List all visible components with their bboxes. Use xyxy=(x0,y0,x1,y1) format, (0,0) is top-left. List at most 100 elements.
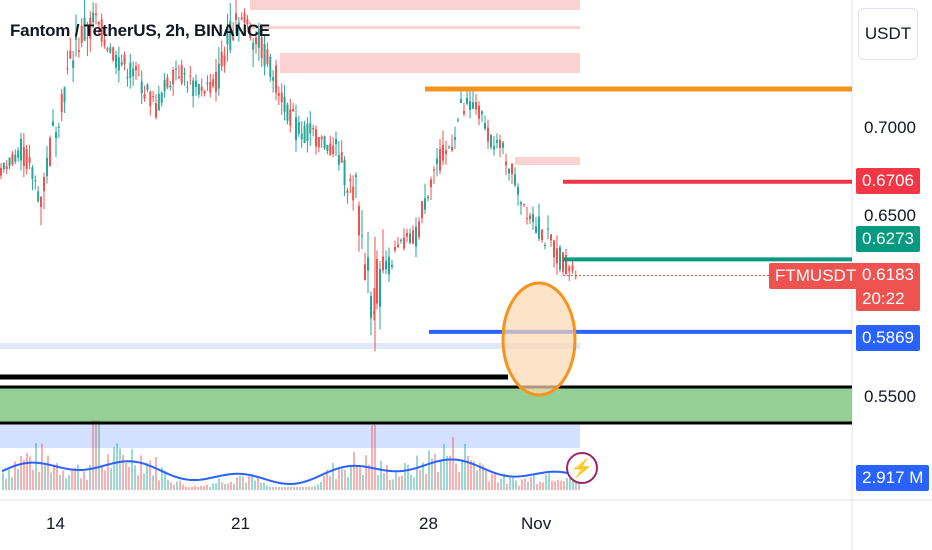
volume-bar xyxy=(494,472,496,490)
candle-body xyxy=(69,50,72,59)
candle-body xyxy=(272,77,275,81)
time-tick: 14 xyxy=(46,514,65,533)
volume-bar xyxy=(107,454,109,490)
candle-body xyxy=(0,167,2,176)
volume-bar xyxy=(389,480,391,490)
candle-body xyxy=(340,152,343,163)
volume-bar xyxy=(47,455,49,490)
chart-title: Fantom / TetherUS, 2h, BINANCE xyxy=(10,21,271,40)
candle-body xyxy=(335,138,337,145)
volume-bar xyxy=(380,460,382,490)
volume-bar xyxy=(443,444,445,490)
candle-body xyxy=(469,101,471,110)
candle-body xyxy=(206,82,209,84)
candle-body xyxy=(550,234,552,241)
volume-bar xyxy=(266,485,268,490)
volume-bar xyxy=(575,480,577,490)
candle-body xyxy=(37,191,40,202)
volume-bar xyxy=(536,483,538,490)
volume-bar xyxy=(413,477,415,490)
candle-body xyxy=(209,82,212,93)
volume-bar xyxy=(425,473,427,490)
volume-bar xyxy=(359,467,361,490)
volume-bar xyxy=(302,487,304,490)
candle-body xyxy=(463,110,465,114)
volume-bar xyxy=(20,455,22,490)
candle-body xyxy=(240,17,243,20)
volume-bar xyxy=(482,464,484,490)
candle-body xyxy=(436,158,438,164)
candle-body xyxy=(163,79,166,92)
candle-body xyxy=(132,68,135,77)
currency-button[interactable]: USDT xyxy=(858,8,918,60)
volume-bar xyxy=(233,483,235,490)
candle-body xyxy=(547,228,549,230)
volume-bar xyxy=(14,461,16,490)
volume-bar xyxy=(113,447,115,490)
volume-bar xyxy=(323,476,325,490)
candle-body xyxy=(186,87,189,89)
candle-body xyxy=(315,129,317,147)
volume-bar xyxy=(221,482,223,490)
candle-body xyxy=(72,60,75,68)
candle-body xyxy=(31,167,34,179)
candle-body xyxy=(329,143,332,156)
volume-bar xyxy=(566,477,568,490)
volume-bar xyxy=(485,469,487,490)
candle-body xyxy=(317,136,320,148)
light-blue-band xyxy=(0,343,580,349)
volume-bar xyxy=(152,475,154,490)
candle-body xyxy=(55,131,57,139)
volume-bar xyxy=(569,476,571,490)
candle-body xyxy=(457,119,459,121)
candle-body xyxy=(343,159,346,186)
volume-bar xyxy=(119,448,121,490)
green-demand-zone xyxy=(0,388,852,422)
candle-body xyxy=(349,179,352,181)
symbol-label: FTMUSDT xyxy=(769,263,863,289)
volume-bar xyxy=(230,481,232,490)
volume-bar xyxy=(365,455,367,490)
volume-bar xyxy=(215,483,217,490)
volume-bar xyxy=(128,466,130,490)
candle-body xyxy=(430,179,432,188)
volume-bar xyxy=(296,487,298,490)
green-line-price-label: 0.6273 xyxy=(856,226,920,252)
volume-bar xyxy=(374,425,376,490)
volume-bar xyxy=(392,479,394,490)
candle-body xyxy=(157,93,160,111)
candle-body xyxy=(289,109,292,126)
volume-bar xyxy=(467,455,469,490)
volume-bar xyxy=(179,480,181,490)
candle-body xyxy=(499,140,501,148)
candle-body xyxy=(562,252,564,272)
volume-bar xyxy=(455,463,457,490)
candle-body xyxy=(538,216,540,239)
volume-bar xyxy=(287,487,289,490)
volume-bar xyxy=(146,462,148,490)
candle-body xyxy=(412,230,414,244)
highlight-ellipse xyxy=(501,281,577,397)
volume-bar xyxy=(89,464,91,490)
volume-bar xyxy=(500,478,502,490)
candle-body xyxy=(323,136,326,149)
volume-bar xyxy=(143,473,145,490)
candle-body xyxy=(177,76,180,79)
candle-body xyxy=(283,96,286,112)
candle-body xyxy=(143,94,146,99)
candle-body xyxy=(403,237,405,249)
volume-bar xyxy=(473,461,475,490)
volume-bar xyxy=(35,442,37,490)
volume-bar xyxy=(320,481,322,490)
candle-body xyxy=(197,83,200,95)
candle-body xyxy=(123,54,126,65)
candle-body xyxy=(11,153,14,165)
volume-bar xyxy=(491,473,493,490)
volume-bar xyxy=(44,462,46,490)
volume-bar xyxy=(32,469,34,490)
candle-body xyxy=(529,215,531,220)
volume-bar xyxy=(56,463,58,490)
lightning-icon[interactable]: ⚡ xyxy=(566,452,598,484)
blue-line-price-label: 0.5869 xyxy=(856,325,920,351)
